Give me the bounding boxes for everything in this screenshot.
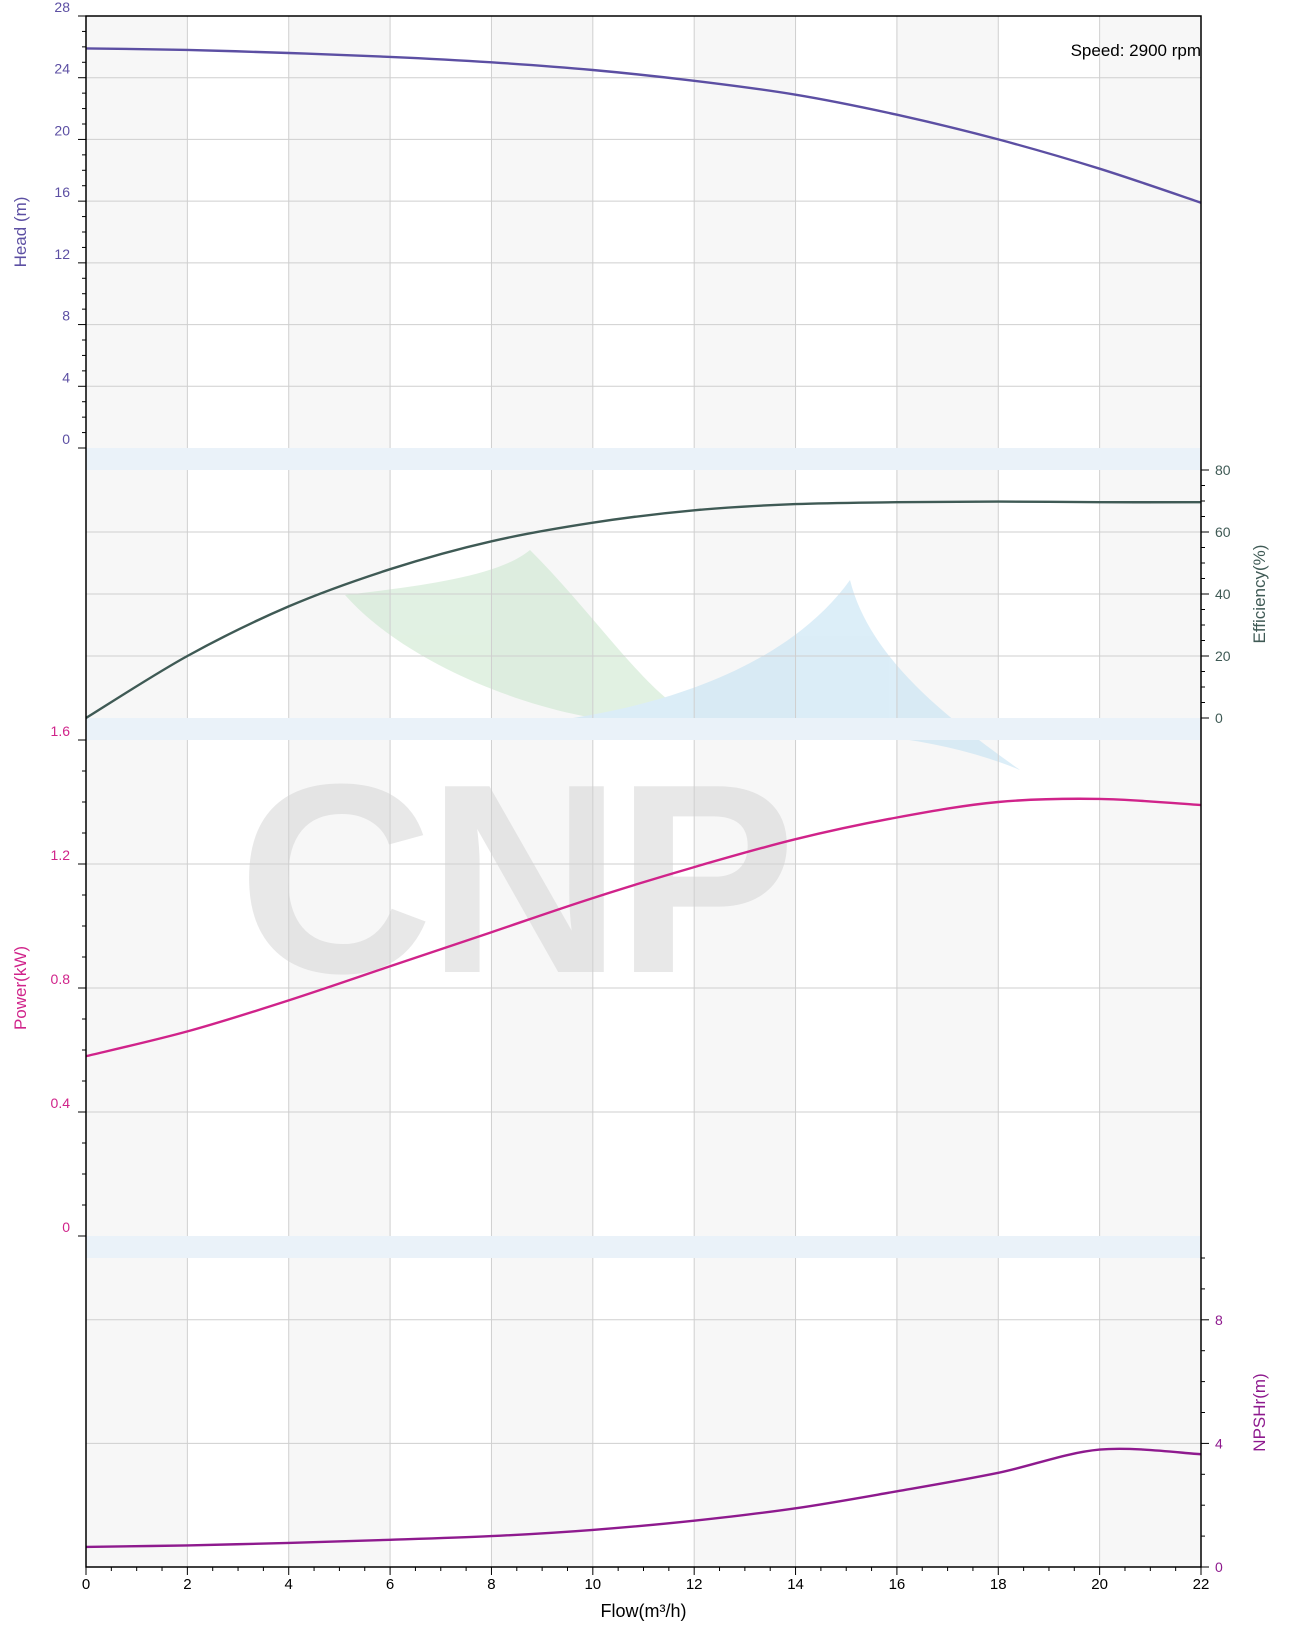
panel-separator-band	[86, 1236, 1201, 1258]
head-axis-title: Head (m)	[11, 197, 30, 268]
power-tick-label: 1.6	[51, 723, 71, 739]
grid-column-shade	[896, 16, 999, 1567]
grid-lines	[86, 16, 1201, 1567]
x-tick-label: 20	[1091, 1576, 1108, 1593]
grid-column-shade	[491, 16, 593, 1567]
efficiency-tick-label: 0	[1215, 710, 1223, 726]
power-axis-title: Power(kW)	[11, 946, 30, 1030]
power-tick-label: 0.8	[51, 971, 71, 987]
x-tick-label: 16	[889, 1576, 906, 1593]
x-tick-label: 18	[990, 1576, 1007, 1593]
head-tick-label: 16	[54, 184, 70, 200]
x-tick-label: 0	[82, 1576, 90, 1593]
npsh-axis-title: NPSHr(m)	[1250, 1373, 1269, 1451]
x-tick-label: 6	[386, 1576, 394, 1593]
panel-separator-bands	[86, 448, 1201, 1258]
grid-column-shade	[1099, 16, 1201, 1567]
watermark-green-swoosh	[345, 550, 700, 724]
x-tick-label: 14	[787, 1576, 804, 1593]
power-tick-label: 1.2	[51, 847, 71, 863]
plot-area	[86, 16, 1201, 1567]
npsh-tick-label: 4	[1215, 1435, 1223, 1451]
grid-column-shade	[288, 16, 391, 1567]
npsh-tick-label: 8	[1215, 1312, 1223, 1328]
power-curve	[85, 797, 1202, 1058]
head-tick-label: 28	[54, 0, 70, 15]
grid-column-shade	[694, 16, 796, 1567]
x-tick-label: 4	[285, 1576, 293, 1593]
npsh-tick-label: 0	[1215, 1559, 1223, 1575]
head-tick-label: 12	[54, 246, 70, 262]
grid-column-shade	[86, 16, 188, 1567]
speed-annotation: Speed: 2900 rpm	[1071, 41, 1201, 60]
power-tick-label: 0	[62, 1219, 70, 1235]
npsh-curve	[85, 1447, 1202, 1549]
head-tick-label: 4	[62, 369, 70, 385]
head-tick-label: 24	[54, 61, 70, 77]
head-tick-label: 8	[62, 308, 70, 324]
power-tick-label: 0.4	[51, 1095, 71, 1111]
panel-separator-band	[86, 718, 1201, 740]
efficiency-curve	[85, 500, 1202, 720]
x-tick-label: 22	[1193, 1576, 1210, 1593]
efficiency-tick-label: 60	[1215, 524, 1231, 540]
watermark-text: CNP	[238, 729, 790, 1030]
x-tick-label: 12	[686, 1576, 703, 1593]
curves	[85, 47, 1202, 1549]
panel-separator-band	[86, 448, 1201, 470]
efficiency-tick-label: 20	[1215, 648, 1231, 664]
x-axis-title: Flow(m³/h)	[601, 1601, 687, 1621]
x-tick-label: 8	[487, 1576, 495, 1593]
efficiency-tick-label: 40	[1215, 586, 1231, 602]
x-tick-label: 10	[584, 1576, 601, 1593]
efficiency-tick-label: 80	[1215, 462, 1231, 478]
efficiency-axis-title: Efficiency(%)	[1250, 545, 1269, 644]
x-tick-label: 2	[183, 1576, 191, 1593]
head-curve	[85, 47, 1202, 204]
head-tick-label: 0	[62, 431, 70, 447]
plot-background	[86, 16, 1201, 1567]
head-tick-label: 20	[54, 122, 70, 138]
